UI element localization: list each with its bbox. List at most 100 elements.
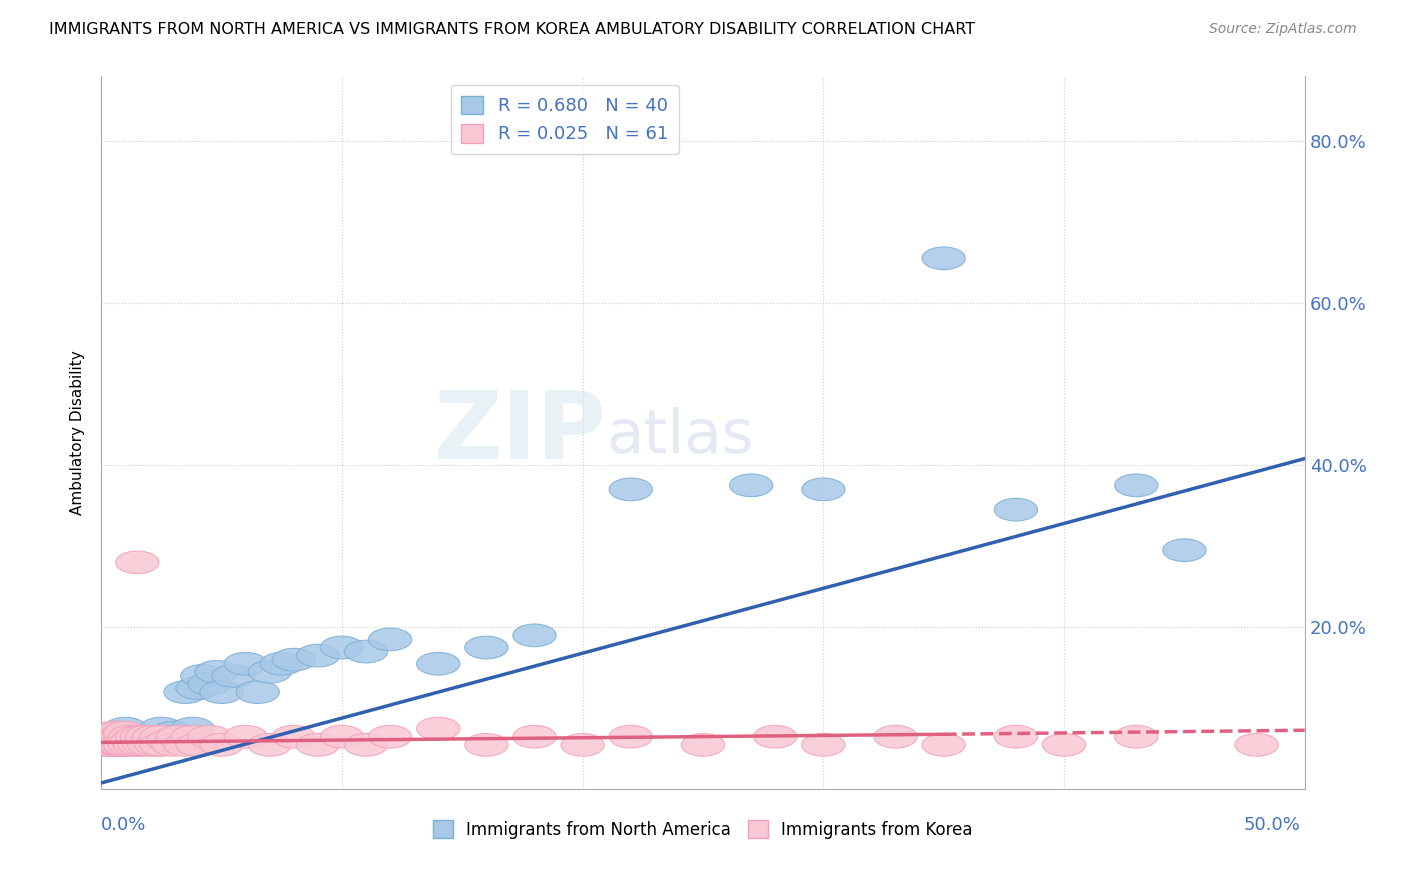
Ellipse shape bbox=[200, 681, 243, 704]
Ellipse shape bbox=[97, 725, 139, 748]
Ellipse shape bbox=[98, 725, 142, 748]
Ellipse shape bbox=[224, 725, 267, 748]
Ellipse shape bbox=[132, 725, 176, 748]
Ellipse shape bbox=[139, 717, 183, 740]
Text: atlas: atlas bbox=[607, 407, 754, 466]
Ellipse shape bbox=[125, 725, 169, 748]
Ellipse shape bbox=[273, 725, 315, 748]
Ellipse shape bbox=[561, 733, 605, 756]
Ellipse shape bbox=[513, 725, 557, 748]
Ellipse shape bbox=[91, 725, 135, 748]
Ellipse shape bbox=[188, 725, 231, 748]
Text: Source: ZipAtlas.com: Source: ZipAtlas.com bbox=[1209, 22, 1357, 37]
Ellipse shape bbox=[609, 725, 652, 748]
Ellipse shape bbox=[180, 665, 224, 687]
Ellipse shape bbox=[91, 730, 135, 752]
Ellipse shape bbox=[101, 733, 145, 756]
Ellipse shape bbox=[513, 624, 557, 647]
Ellipse shape bbox=[122, 725, 166, 748]
Ellipse shape bbox=[121, 725, 165, 748]
Ellipse shape bbox=[122, 733, 166, 756]
Ellipse shape bbox=[1234, 733, 1278, 756]
Ellipse shape bbox=[128, 730, 172, 752]
Text: 0.0%: 0.0% bbox=[101, 816, 146, 834]
Ellipse shape bbox=[172, 717, 214, 740]
Ellipse shape bbox=[115, 725, 159, 748]
Ellipse shape bbox=[465, 733, 508, 756]
Text: 50.0%: 50.0% bbox=[1244, 816, 1301, 834]
Ellipse shape bbox=[754, 725, 797, 748]
Ellipse shape bbox=[344, 640, 388, 663]
Ellipse shape bbox=[132, 725, 176, 748]
Ellipse shape bbox=[682, 733, 724, 756]
Ellipse shape bbox=[98, 733, 142, 756]
Ellipse shape bbox=[139, 733, 183, 756]
Ellipse shape bbox=[247, 733, 291, 756]
Ellipse shape bbox=[994, 725, 1038, 748]
Ellipse shape bbox=[115, 725, 159, 748]
Ellipse shape bbox=[172, 725, 214, 748]
Ellipse shape bbox=[94, 733, 138, 756]
Ellipse shape bbox=[108, 725, 152, 748]
Ellipse shape bbox=[273, 648, 315, 671]
Ellipse shape bbox=[152, 722, 195, 744]
Ellipse shape bbox=[195, 660, 239, 683]
Ellipse shape bbox=[152, 733, 195, 756]
Ellipse shape bbox=[135, 733, 179, 756]
Ellipse shape bbox=[148, 725, 190, 748]
Ellipse shape bbox=[104, 733, 148, 756]
Ellipse shape bbox=[156, 725, 200, 748]
Ellipse shape bbox=[465, 636, 508, 659]
Ellipse shape bbox=[1115, 474, 1159, 497]
Ellipse shape bbox=[368, 628, 412, 651]
Ellipse shape bbox=[344, 733, 388, 756]
Ellipse shape bbox=[730, 474, 773, 497]
Ellipse shape bbox=[260, 652, 304, 675]
Ellipse shape bbox=[922, 247, 966, 269]
Ellipse shape bbox=[128, 733, 172, 756]
Ellipse shape bbox=[212, 665, 256, 687]
Ellipse shape bbox=[87, 733, 131, 756]
Ellipse shape bbox=[105, 730, 149, 752]
Ellipse shape bbox=[108, 730, 152, 752]
Y-axis label: Ambulatory Disability: Ambulatory Disability bbox=[70, 351, 86, 515]
Text: ZIP: ZIP bbox=[434, 386, 607, 479]
Ellipse shape bbox=[875, 725, 917, 748]
Ellipse shape bbox=[200, 733, 243, 756]
Ellipse shape bbox=[247, 660, 291, 683]
Ellipse shape bbox=[801, 478, 845, 500]
Ellipse shape bbox=[156, 725, 200, 748]
Ellipse shape bbox=[368, 725, 412, 748]
Ellipse shape bbox=[108, 733, 152, 756]
Ellipse shape bbox=[97, 733, 139, 756]
Ellipse shape bbox=[297, 733, 339, 756]
Ellipse shape bbox=[97, 722, 139, 744]
Ellipse shape bbox=[321, 636, 364, 659]
Ellipse shape bbox=[1115, 725, 1159, 748]
Ellipse shape bbox=[801, 733, 845, 756]
Ellipse shape bbox=[188, 673, 231, 696]
Ellipse shape bbox=[114, 733, 156, 756]
Ellipse shape bbox=[1042, 733, 1085, 756]
Legend: Immigrants from North America, Immigrants from Korea: Immigrants from North America, Immigrant… bbox=[426, 814, 980, 846]
Ellipse shape bbox=[148, 730, 190, 752]
Ellipse shape bbox=[98, 730, 142, 752]
Ellipse shape bbox=[104, 717, 148, 740]
Ellipse shape bbox=[416, 652, 460, 675]
Ellipse shape bbox=[87, 733, 131, 756]
Ellipse shape bbox=[115, 551, 159, 574]
Ellipse shape bbox=[994, 499, 1038, 521]
Ellipse shape bbox=[94, 725, 138, 748]
Ellipse shape bbox=[165, 681, 207, 704]
Ellipse shape bbox=[111, 730, 155, 752]
Ellipse shape bbox=[236, 681, 280, 704]
Ellipse shape bbox=[609, 478, 652, 500]
Ellipse shape bbox=[176, 677, 219, 699]
Ellipse shape bbox=[165, 733, 207, 756]
Ellipse shape bbox=[224, 652, 267, 675]
Ellipse shape bbox=[922, 733, 966, 756]
Ellipse shape bbox=[1163, 539, 1206, 562]
Ellipse shape bbox=[91, 722, 135, 744]
Ellipse shape bbox=[416, 717, 460, 740]
Ellipse shape bbox=[89, 725, 132, 748]
